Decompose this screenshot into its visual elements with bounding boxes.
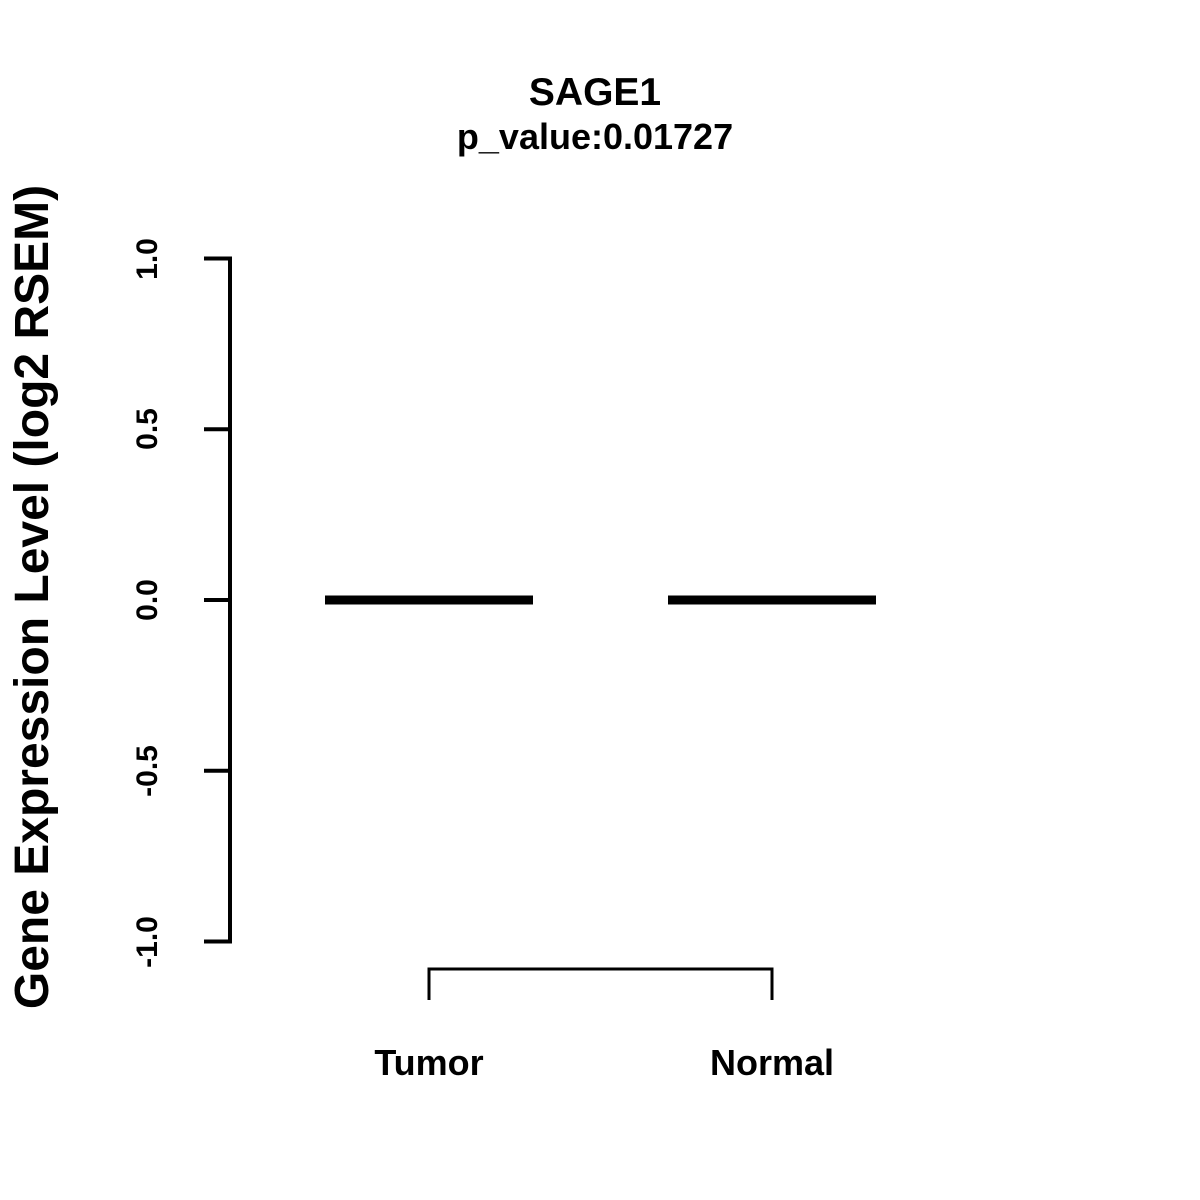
chart-pvalue-subtitle: p_value:0.01727 [456,116,734,157]
y-tick-label-1.0: 1.0 [131,237,164,280]
y-tick-label--0.5: -0.5 [131,744,164,797]
x-category-label-normal: Normal [709,1042,835,1083]
y-tick-label-0.5: 0.5 [131,408,164,451]
x-category-label-tumor: Tumor [374,1042,484,1083]
comparison-bracket [427,967,774,1000]
y-tick-label-0.0: 0.0 [131,579,164,621]
y-tick-label--1.0: -1.0 [131,915,164,968]
chart-title: SAGE1 [528,71,662,114]
